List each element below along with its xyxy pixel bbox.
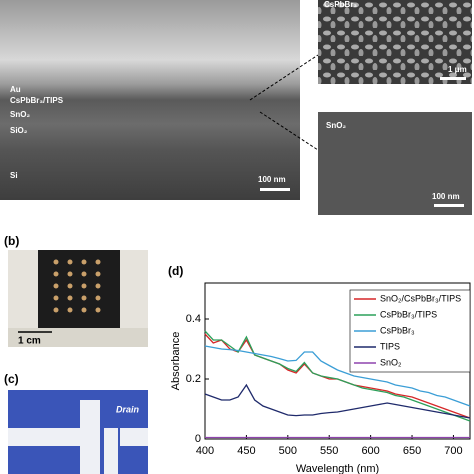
y-tick-label: 0.4 bbox=[186, 313, 201, 325]
electrode bbox=[81, 271, 87, 277]
scale-label: 1 cm bbox=[18, 336, 41, 347]
y-tick-label: 0 bbox=[195, 433, 201, 445]
inset-label: SnO₂ bbox=[326, 121, 346, 130]
scale-label: 100 nm bbox=[258, 175, 286, 184]
legend-label: SnO₂ bbox=[380, 357, 402, 367]
x-tick-label: 650 bbox=[403, 445, 421, 457]
electrode bbox=[81, 295, 87, 301]
electrode-label: Drain bbox=[116, 404, 140, 414]
scale-label: 1 μm bbox=[448, 65, 467, 74]
electrode bbox=[81, 307, 87, 313]
panel-label: (c) bbox=[4, 372, 19, 386]
x-tick-label: 700 bbox=[444, 445, 462, 457]
electrode bbox=[81, 283, 87, 289]
electrode bbox=[67, 307, 73, 313]
arrow bbox=[249, 54, 319, 101]
scale-bar bbox=[260, 188, 290, 191]
electrode bbox=[67, 283, 73, 289]
scale-label: 100 nm bbox=[432, 192, 460, 201]
layer-label: Si bbox=[10, 171, 18, 180]
substrate bbox=[38, 250, 120, 328]
scale-bar bbox=[440, 77, 466, 80]
x-tick-label: 400 bbox=[196, 445, 214, 457]
series-line bbox=[204, 383, 471, 419]
y-axis-label: Absorbance bbox=[170, 332, 182, 391]
electrode bbox=[53, 295, 59, 301]
legend-label: SnO₂/CsPbBr₃/TIPS bbox=[380, 293, 461, 303]
x-tick-label: 500 bbox=[279, 445, 297, 457]
arrow bbox=[259, 111, 319, 151]
electrode bbox=[67, 271, 73, 277]
series-line bbox=[204, 345, 471, 407]
x-tick-label: 450 bbox=[237, 445, 255, 457]
x-axis-label: Wavelength (nm) bbox=[296, 463, 379, 474]
electrode bbox=[67, 259, 73, 265]
layer-label: Au bbox=[10, 85, 21, 94]
panel-label: (b) bbox=[4, 234, 19, 248]
electrode bbox=[95, 283, 101, 289]
electrode-pattern bbox=[8, 400, 148, 474]
panel-label: (d) bbox=[168, 264, 183, 278]
y-tick-label: 0.2 bbox=[186, 373, 201, 385]
chart: 400 450 500 550 600 650 700 0 0.2 0.4 Wavelength (… bbox=[170, 282, 471, 474]
legend-label: CsPbBr₃ bbox=[380, 325, 415, 335]
layer-label: SiO₂ bbox=[10, 126, 28, 135]
inset-label: CsPbBr₃ bbox=[324, 0, 357, 9]
electrodes bbox=[53, 259, 101, 313]
electrode bbox=[95, 271, 101, 277]
electrode bbox=[53, 259, 59, 265]
layer-label: SnO₂ bbox=[10, 110, 30, 119]
electrode bbox=[81, 259, 87, 265]
inset-top bbox=[318, 0, 472, 84]
electrode bbox=[95, 307, 101, 313]
electrode bbox=[95, 295, 101, 301]
electrode bbox=[53, 307, 59, 313]
layer-label: CsPbBr₃/TIPS bbox=[10, 96, 64, 105]
x-tick-label: 600 bbox=[361, 445, 379, 457]
legend-label: TIPS bbox=[380, 341, 400, 351]
legend-label: CsPbBr₃/TIPS bbox=[380, 309, 437, 319]
inset-bottom bbox=[318, 112, 472, 215]
scale-bar bbox=[434, 204, 464, 207]
electrode bbox=[67, 295, 73, 301]
series-line bbox=[204, 330, 471, 422]
electrode bbox=[53, 283, 59, 289]
x-tick-label: 550 bbox=[320, 445, 338, 457]
electrode bbox=[95, 259, 101, 265]
electrode bbox=[53, 271, 59, 277]
